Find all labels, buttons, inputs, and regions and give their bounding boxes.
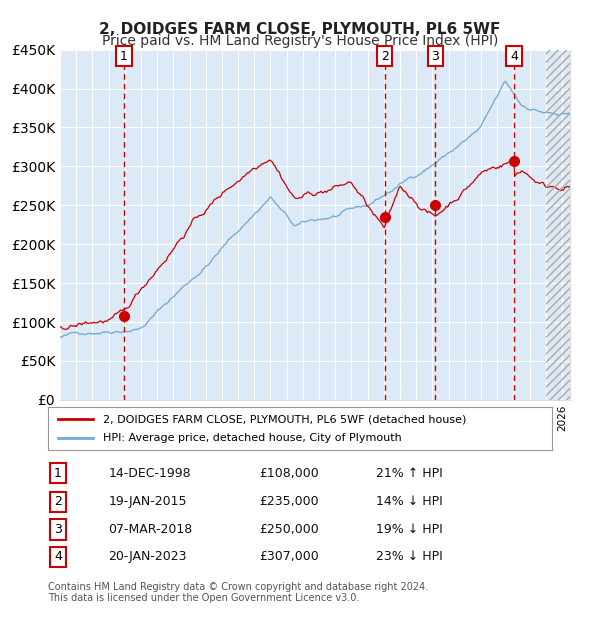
Bar: [546, 50, 570, 400]
Text: £250,000: £250,000: [260, 523, 319, 536]
Text: 2, DOIDGES FARM CLOSE, PLYMOUTH, PL6 5WF (detached house): 2, DOIDGES FARM CLOSE, PLYMOUTH, PL6 5WF…: [103, 414, 467, 424]
Bar: [546, 50, 570, 400]
Text: 2: 2: [54, 495, 62, 508]
Text: £108,000: £108,000: [260, 467, 319, 480]
Text: 4: 4: [510, 50, 518, 63]
Text: Price paid vs. HM Land Registry's House Price Index (HPI): Price paid vs. HM Land Registry's House …: [102, 34, 498, 48]
Text: 14% ↓ HPI: 14% ↓ HPI: [376, 495, 442, 508]
Text: 19-JAN-2015: 19-JAN-2015: [109, 495, 187, 508]
Text: £235,000: £235,000: [260, 495, 319, 508]
Text: 07-MAR-2018: 07-MAR-2018: [109, 523, 193, 536]
Text: 19% ↓ HPI: 19% ↓ HPI: [376, 523, 442, 536]
Text: Contains HM Land Registry data © Crown copyright and database right 2024.
This d: Contains HM Land Registry data © Crown c…: [48, 582, 428, 603]
Text: 2, DOIDGES FARM CLOSE, PLYMOUTH, PL6 5WF: 2, DOIDGES FARM CLOSE, PLYMOUTH, PL6 5WF: [100, 22, 500, 37]
Text: 21% ↑ HPI: 21% ↑ HPI: [376, 467, 442, 480]
Text: 23% ↓ HPI: 23% ↓ HPI: [376, 551, 442, 564]
Text: 14-DEC-1998: 14-DEC-1998: [109, 467, 191, 480]
Text: 3: 3: [54, 523, 62, 536]
Text: HPI: Average price, detached house, City of Plymouth: HPI: Average price, detached house, City…: [103, 433, 402, 443]
Text: 20-JAN-2023: 20-JAN-2023: [109, 551, 187, 564]
Text: 3: 3: [431, 50, 439, 63]
Text: 1: 1: [54, 467, 62, 480]
Text: £307,000: £307,000: [260, 551, 319, 564]
Text: 2: 2: [380, 50, 389, 63]
Text: 4: 4: [54, 551, 62, 564]
Text: 1: 1: [120, 50, 128, 63]
